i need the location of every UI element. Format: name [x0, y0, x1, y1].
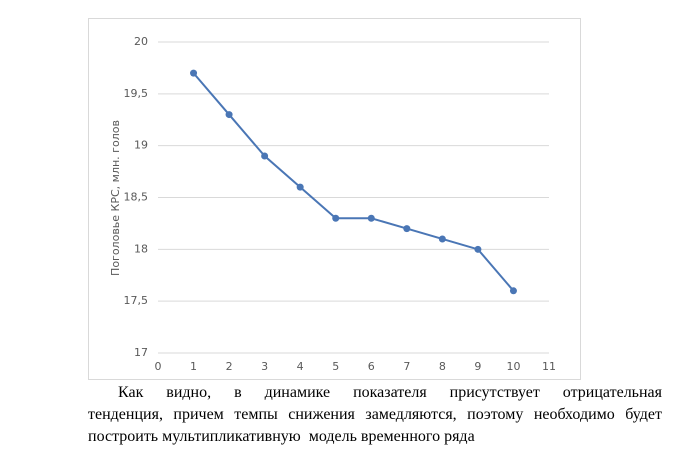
x-tick-label: 3 [261, 360, 268, 373]
data-point [438, 235, 446, 243]
data-point [403, 225, 411, 233]
y-tick-label: 19,5 [124, 87, 149, 100]
x-tick-label: 2 [226, 360, 233, 373]
chart-border [88, 18, 581, 380]
data-point [332, 214, 340, 222]
y-tick-label: 18,5 [124, 191, 149, 204]
chart: Поголовье КРС, млн. голов 1717,51818,519… [88, 18, 581, 380]
series-line [192, 72, 515, 292]
x-tick-label: 7 [403, 360, 410, 373]
y-axis-label: Поголовье КРС, млн. голов [109, 120, 122, 276]
data-point [474, 245, 482, 253]
x-tick-label: 6 [368, 360, 375, 373]
paragraph-line: Как видно, в динамике показателя присутс… [118, 384, 662, 401]
x-tick-label: 1 [190, 360, 197, 373]
x-tick-label: 10 [506, 360, 520, 373]
x-tick-label: 5 [332, 360, 339, 373]
y-tick-label: 19 [134, 139, 148, 152]
data-point [190, 69, 198, 77]
y-tick-label: 18 [134, 242, 148, 255]
x-tick-label: 11 [542, 360, 556, 373]
paragraph: Как видно, в динамике показателя присутс… [88, 382, 662, 448]
data-point [261, 152, 269, 160]
x-tick-label: 4 [297, 360, 304, 373]
x-tick-label: 0 [155, 360, 162, 373]
y-tick-label: 20 [134, 35, 148, 48]
data-point [296, 183, 304, 191]
data-point [509, 287, 517, 295]
data-point [225, 111, 233, 119]
x-tick-label: 8 [439, 360, 446, 373]
paragraph-line: тенденция, причем темпы снижения замедля… [88, 406, 662, 423]
y-tick-label: 17 [134, 346, 148, 359]
data-point [367, 214, 375, 222]
y-tick-label: 17,5 [124, 294, 149, 307]
x-tick-label: 9 [474, 360, 481, 373]
paragraph-line: построить мультипликативную модель време… [88, 428, 475, 445]
